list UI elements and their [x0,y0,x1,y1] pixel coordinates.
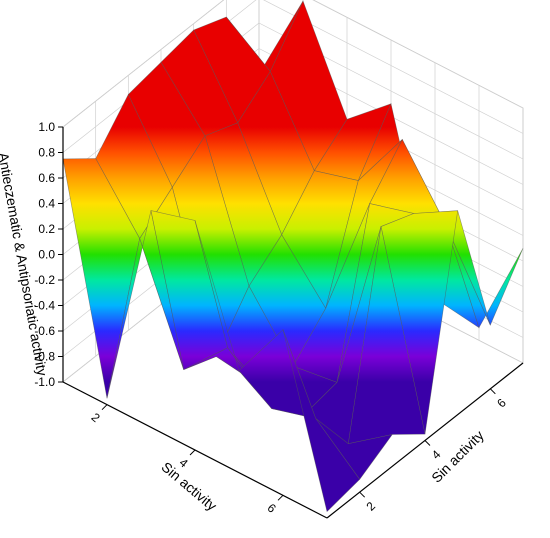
surface-mesh [62,0,524,513]
x-tick [189,449,196,456]
z-tick-label: -0.4 [34,299,55,313]
z-tick-label: -0.8 [34,350,55,364]
x-tick-label: 6 [265,501,279,516]
z-tick-label: -0.6 [34,324,55,338]
z-tick-label: 0.0 [38,248,55,262]
y-tick-label: 6 [494,395,509,410]
y-tick [424,440,431,446]
z-tick-label: 0.6 [38,171,55,185]
x-tick [101,404,108,411]
y-tick [359,491,366,498]
surface-cell [282,329,361,513]
y-tick-label: 2 [364,499,379,514]
z-tick-label: 1.0 [38,120,55,134]
x-tick-label: 2 [89,410,103,425]
z-tick-label: -1.0 [34,375,55,389]
z-axis-title: Antieczematic & Antipsoriatic activity [0,151,50,377]
z-tick-label: 0.2 [38,222,55,236]
z-tick-label: -0.2 [34,273,55,287]
x-axis-title: Sin activity [158,459,220,514]
z-tick-label: 0.8 [38,146,55,160]
x-tick [277,494,284,501]
z-tick-label: 0.4 [38,197,55,211]
y-tick [489,388,496,395]
